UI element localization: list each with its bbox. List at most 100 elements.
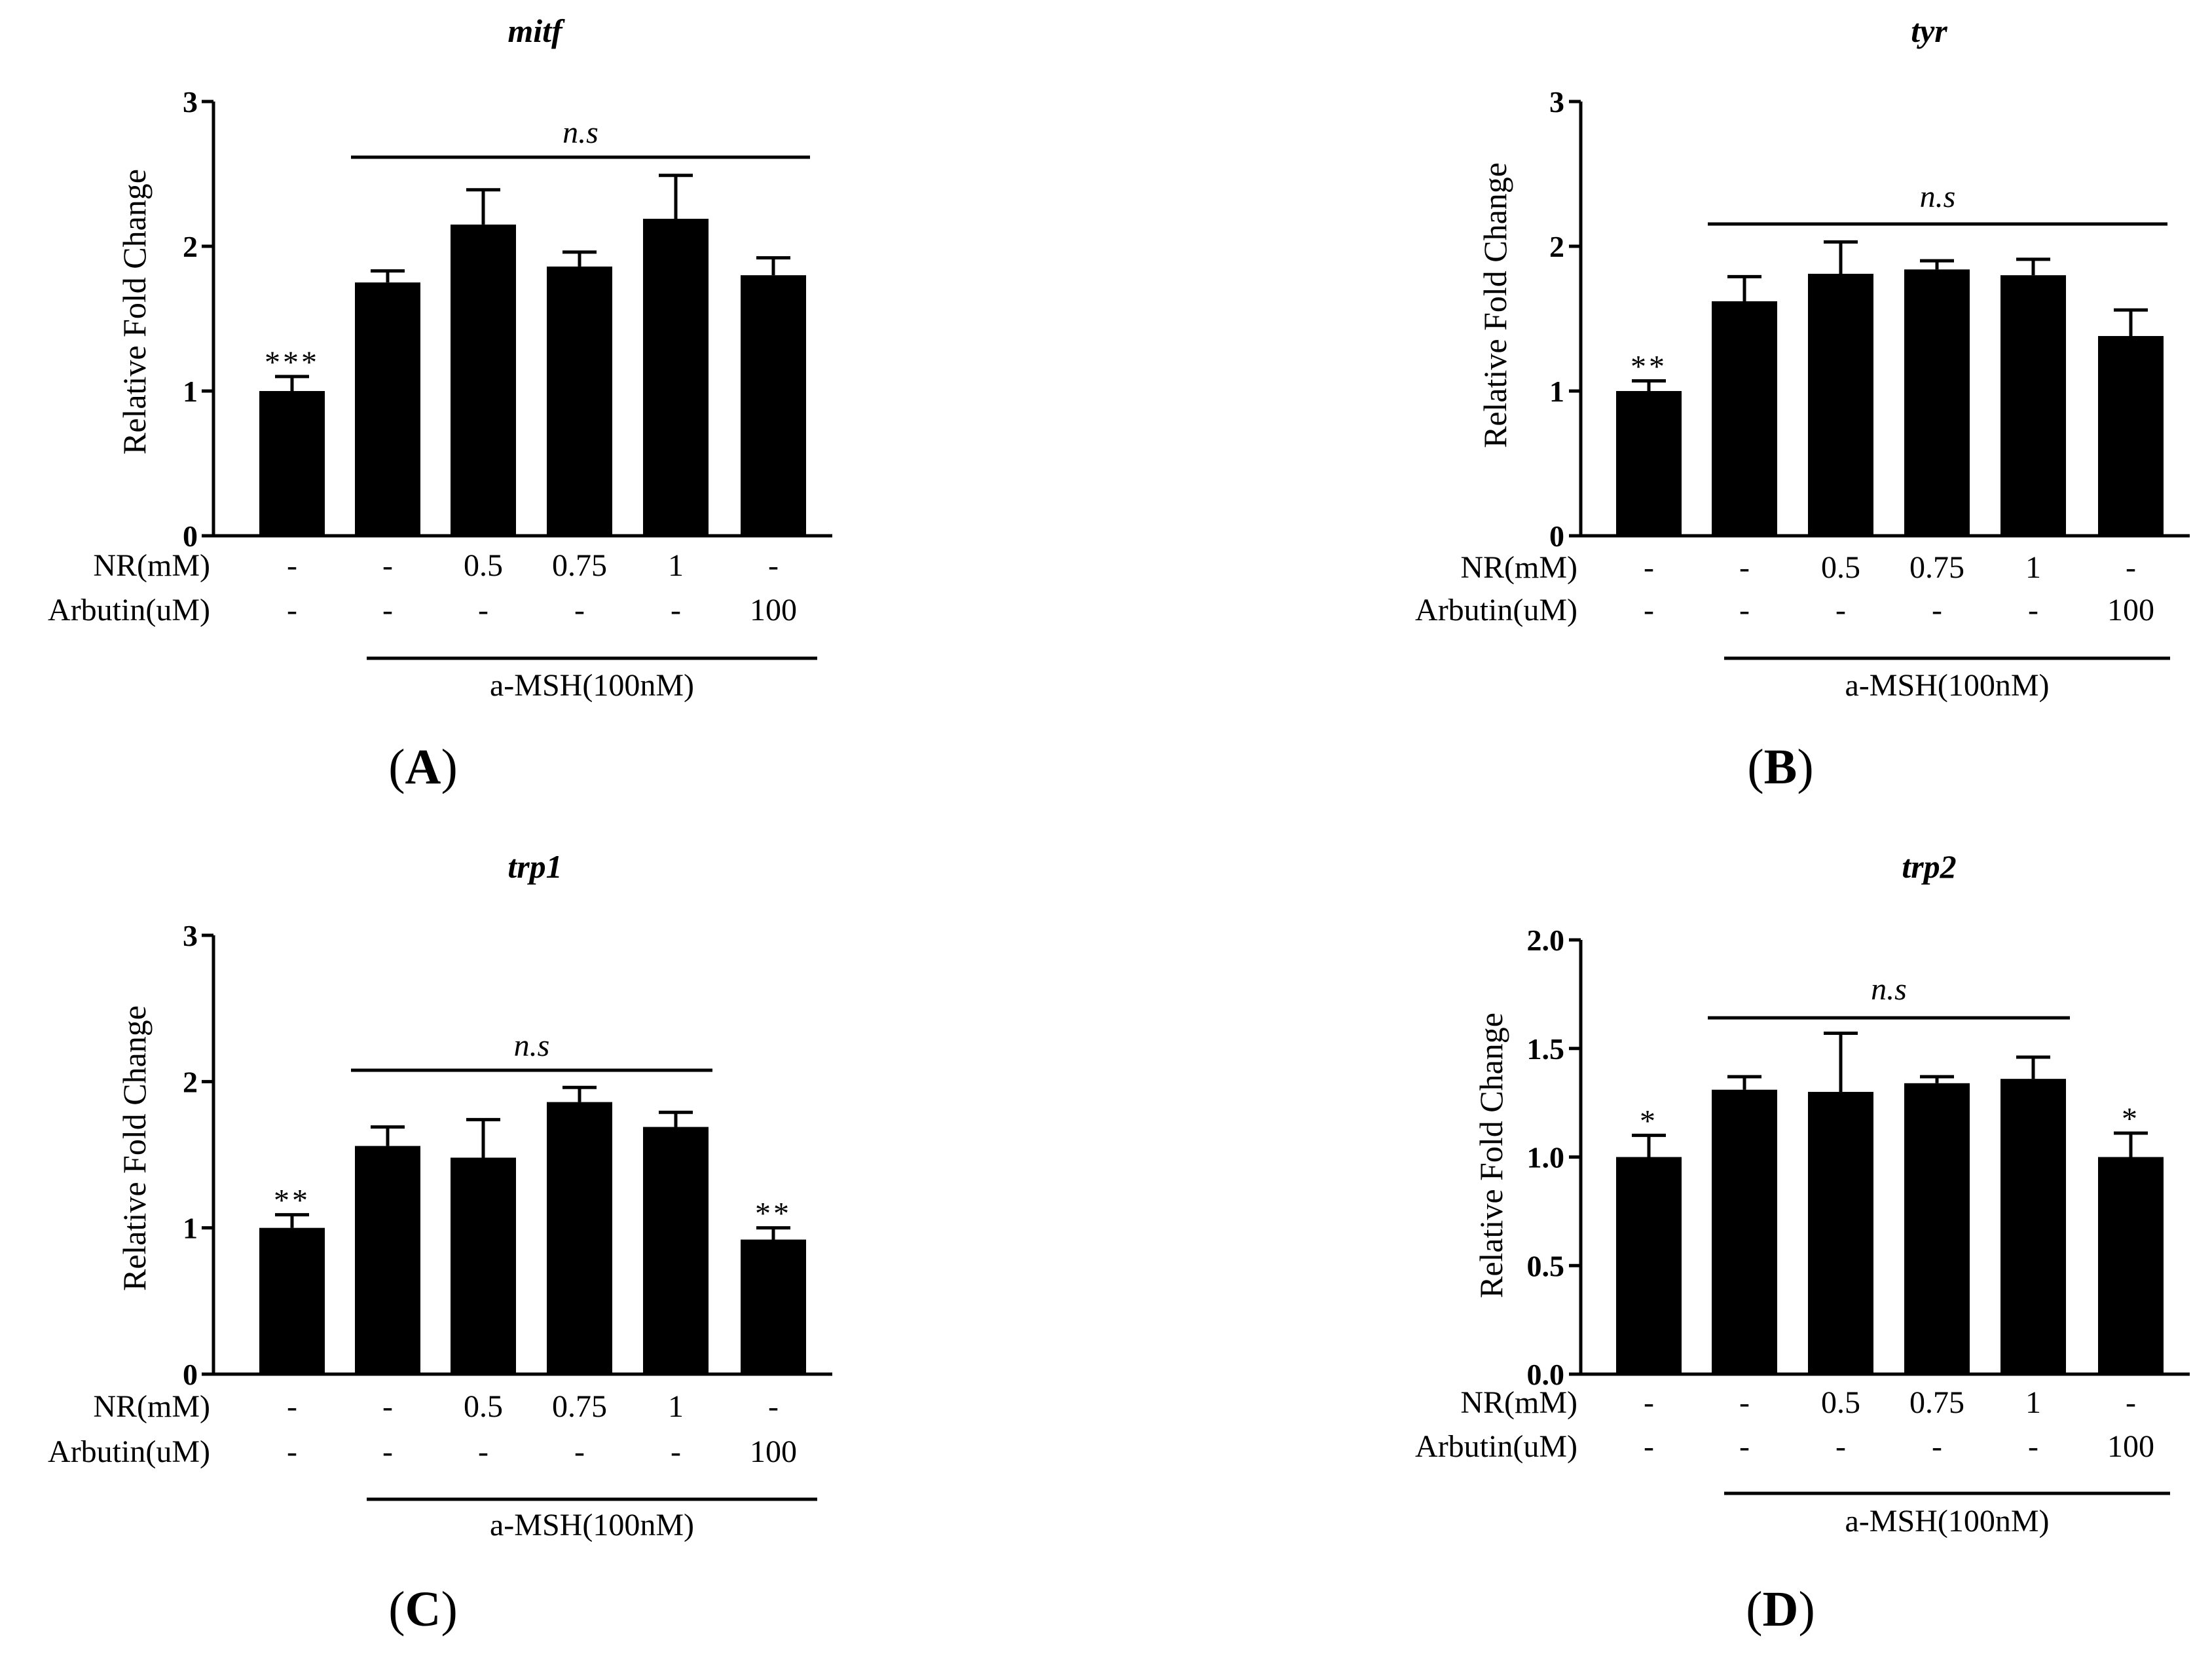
y-tick-label: 1 [1549, 375, 1564, 408]
panel-label-part: ) [441, 739, 457, 794]
y-tick-label: 3 [183, 919, 198, 952]
condition-value: - [382, 548, 393, 583]
condition-row-label: NR(mM) [1460, 1385, 1577, 1420]
bar [643, 1127, 709, 1374]
bar [741, 275, 806, 536]
condition-row-label: Arbutin(uM) [48, 1434, 210, 1469]
condition-value: - [2028, 1429, 2038, 1464]
condition-row-label: NR(mM) [93, 1389, 210, 1424]
condition-value: 0.5 [1821, 1385, 1860, 1420]
condition-value: - [1739, 1429, 1750, 1464]
condition-row-label: NR(mM) [93, 548, 210, 583]
condition-value: - [574, 593, 585, 627]
bar [643, 219, 709, 536]
condition-value: - [382, 593, 393, 627]
y-tick-label: 2 [1549, 230, 1564, 263]
significance-marker: * [2122, 1102, 2140, 1136]
condition-value: - [574, 1434, 585, 1469]
bar [1808, 1092, 1873, 1374]
y-tick-label: 3 [1549, 85, 1564, 119]
panel-label-part: ) [1798, 1582, 1815, 1637]
panel-label-part: ( [388, 739, 405, 794]
y-axis-label: Relative Fold Change [1473, 1013, 1509, 1298]
condition-row-label: Arbutin(uM) [1415, 1429, 1577, 1464]
condition-value: 0.75 [1909, 1385, 1964, 1420]
panel-label: (B) [1747, 739, 1813, 794]
panel-label-part: ( [1746, 1582, 1762, 1637]
significance-marker: ** [1631, 350, 1667, 384]
condition-value: 100 [2107, 1429, 2154, 1464]
condition-value: 1 [668, 1389, 684, 1424]
condition-value: 0.75 [552, 548, 607, 583]
bar [451, 1157, 516, 1374]
condition-value: - [287, 1434, 297, 1469]
condition-value: - [2126, 550, 2136, 585]
bar [1712, 1089, 1777, 1374]
bar [451, 224, 516, 536]
chart-panel-trp2: trp2 Relative Fold Change 0.0 0.5 1.0 1.5 2.0 *… [1415, 848, 2190, 1637]
condition-value: 100 [2107, 593, 2154, 627]
condition-value: - [768, 1389, 779, 1424]
condition-value: - [1739, 550, 1750, 585]
condition-value: 0.5 [464, 1389, 503, 1424]
bar [259, 1227, 325, 1374]
y-tick-label: 2 [183, 1065, 198, 1098]
condition-row-label: Arbutin(uM) [48, 593, 210, 627]
chart-title: trp2 [1902, 848, 1956, 885]
chart-panel-tyr: tyr Relative Fold Change 0 1 2 3 ** n.s NR(mM) - -… [1415, 12, 2190, 794]
condition-value: - [287, 548, 297, 583]
chart-title: trp1 [507, 848, 562, 885]
condition-value: 100 [750, 593, 797, 627]
bar [259, 391, 325, 536]
ns-label: n.s [1920, 179, 1956, 214]
y-tick-label: 0 [1549, 519, 1564, 553]
condition-value: - [671, 1434, 681, 1469]
significance-marker: *** [265, 345, 320, 380]
bar [547, 266, 612, 536]
condition-value: - [2028, 593, 2038, 627]
ns-label: n.s [562, 115, 599, 150]
bar [1616, 1157, 1682, 1374]
panel-label-part: B [1764, 739, 1797, 794]
bar [2098, 336, 2164, 536]
condition-value: - [478, 593, 488, 627]
condition-value: - [1739, 593, 1750, 627]
bar [1808, 273, 1873, 536]
bar [355, 282, 420, 536]
condition-value: 0.75 [552, 1389, 607, 1424]
significance-marker: ** [755, 1197, 792, 1231]
y-axis-label: Relative Fold Change [116, 169, 153, 455]
condition-value: 0.5 [464, 548, 503, 583]
ns-label: n.s [514, 1028, 550, 1063]
condition-value: - [1835, 593, 1846, 627]
group-label: a-MSH(100nM) [1845, 668, 2050, 703]
condition-value: 100 [750, 1434, 797, 1469]
condition-value: - [382, 1434, 393, 1469]
group-label: a-MSH(100nM) [490, 668, 694, 703]
y-axis-label: Relative Fold Change [1477, 162, 1513, 448]
y-tick-label: 0.0 [1527, 1358, 1565, 1391]
condition-value: - [768, 548, 779, 583]
y-tick-label: 3 [183, 85, 198, 119]
chart-title: mitf [507, 12, 565, 49]
bar [1904, 269, 1970, 536]
y-tick-label: 1 [183, 375, 198, 408]
condition-value: - [287, 593, 297, 627]
group-label: a-MSH(100nM) [490, 1508, 694, 1542]
bar [547, 1102, 612, 1374]
condition-value: - [1644, 1385, 1654, 1420]
condition-row-label: Arbutin(uM) [1415, 593, 1577, 627]
panel-label-part: ) [1797, 739, 1813, 794]
bar [2000, 275, 2066, 536]
y-tick-label: 2 [183, 230, 198, 263]
panel-label-part: ) [441, 1582, 457, 1637]
bar [2000, 1079, 2066, 1374]
chart-panel-trp1: trp1 Relative Fold Change 0 1 2 3 ** ** n.s NR(mM… [48, 848, 832, 1637]
condition-value: - [382, 1389, 393, 1424]
panel-label: (D) [1746, 1582, 1815, 1637]
bar [1904, 1083, 1970, 1374]
condition-value: - [1644, 550, 1654, 585]
condition-value: 1 [2025, 550, 2041, 585]
